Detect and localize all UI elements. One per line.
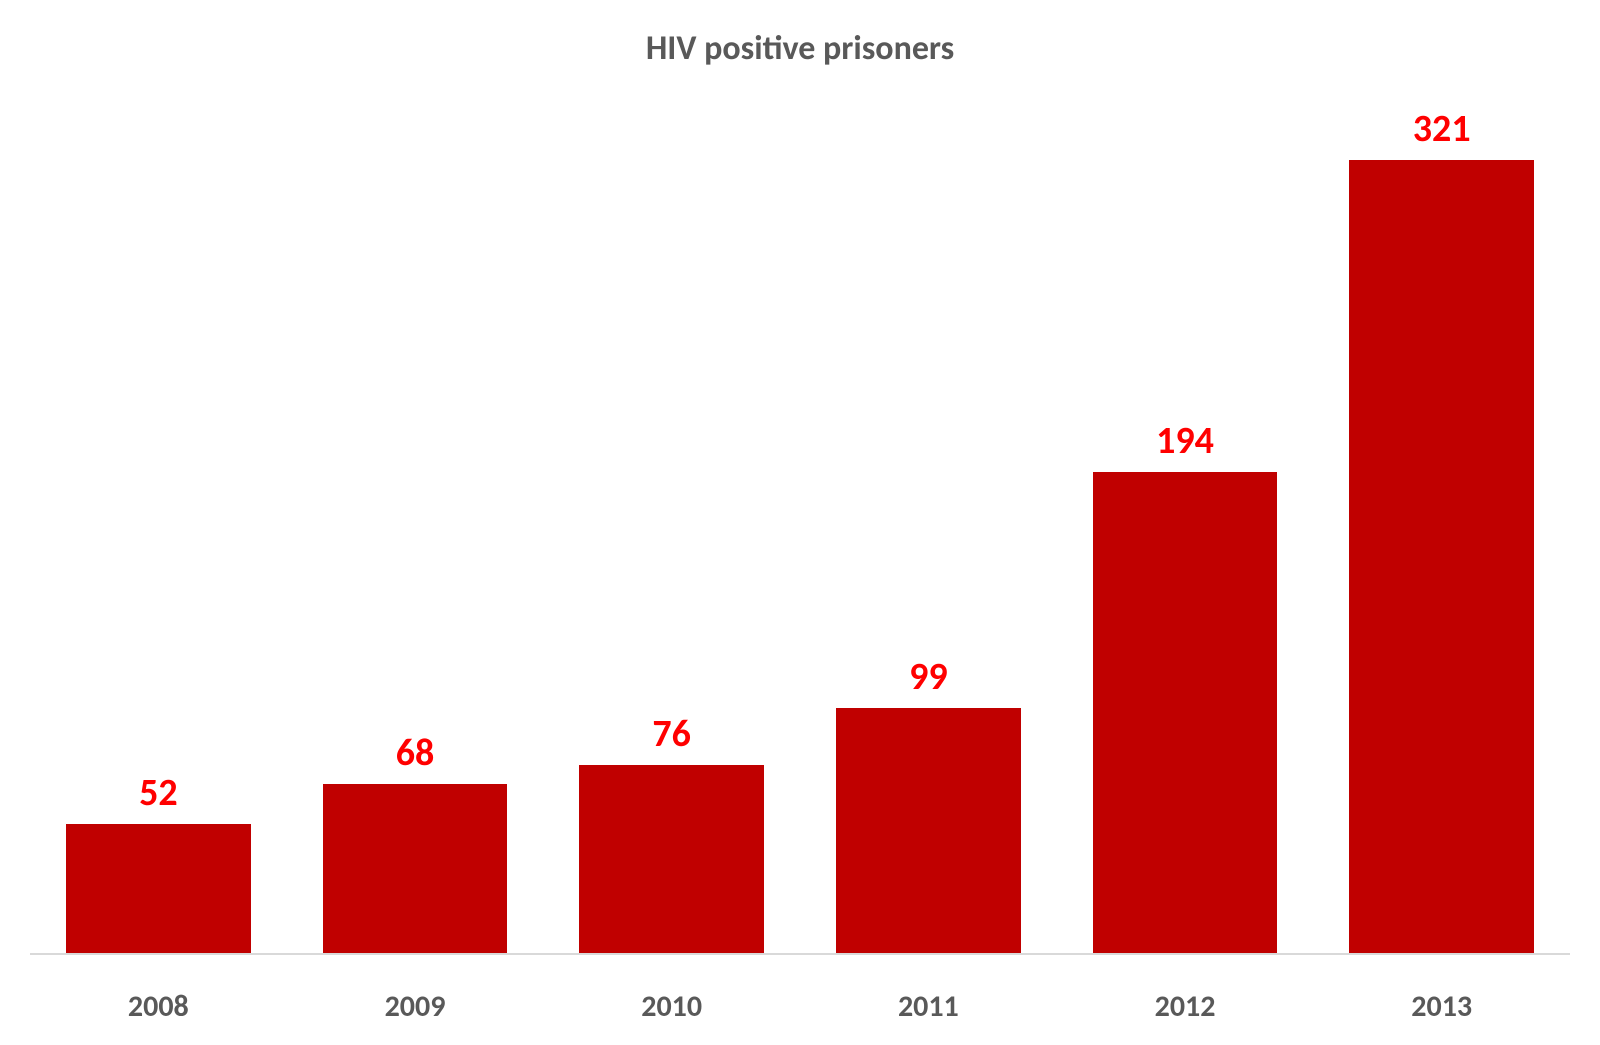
bar-slot: 76 <box>543 110 800 953</box>
bar-slot: 99 <box>800 110 1057 953</box>
bar <box>323 784 508 953</box>
x-axis-label: 2009 <box>287 988 544 1025</box>
bar-value-label: 68 <box>396 734 435 772</box>
x-axis-label: 2011 <box>800 988 1057 1025</box>
bar <box>66 824 251 953</box>
plot-area: 52 68 76 99 194 321 <box>30 110 1570 955</box>
x-axis-label: 2010 <box>543 988 800 1025</box>
x-axis-labels: 200820092010201120122013 <box>30 988 1570 1025</box>
bar-value-label: 321 <box>1413 110 1471 148</box>
bar-value-label: 52 <box>139 774 178 812</box>
bar <box>836 708 1021 953</box>
bar-slot: 68 <box>287 110 544 953</box>
bar-slot: 52 <box>30 110 287 953</box>
bar-value-label: 99 <box>909 658 948 696</box>
bar-chart: HIV positive prisoners 52 68 76 99 194 321 20… <box>0 0 1600 1045</box>
chart-title: HIV positive prisoners <box>0 28 1600 69</box>
bar <box>1349 160 1534 953</box>
bar <box>1093 472 1278 953</box>
x-axis-label: 2013 <box>1313 988 1570 1025</box>
bar-value-label: 194 <box>1156 422 1214 460</box>
bar <box>579 765 764 953</box>
bar-value-label: 76 <box>652 715 691 753</box>
bar-slot: 321 <box>1313 110 1570 953</box>
x-axis-label: 2012 <box>1057 988 1314 1025</box>
bar-slot: 194 <box>1057 110 1314 953</box>
x-axis-label: 2008 <box>30 988 287 1025</box>
